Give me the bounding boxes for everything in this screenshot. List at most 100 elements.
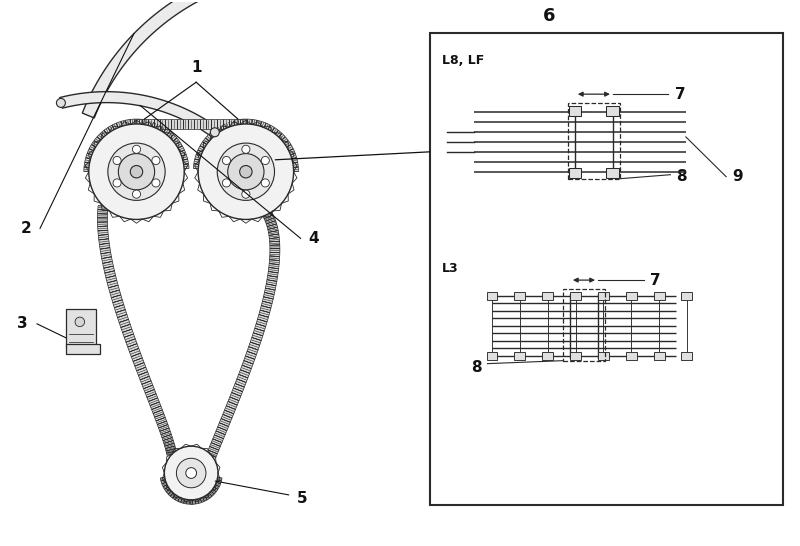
Polygon shape	[119, 319, 130, 328]
Polygon shape	[269, 264, 279, 269]
Polygon shape	[270, 241, 280, 245]
Bar	[682, 292, 692, 300]
Polygon shape	[225, 406, 235, 414]
Polygon shape	[209, 132, 218, 141]
Text: 3: 3	[17, 316, 27, 331]
Circle shape	[113, 179, 121, 187]
Polygon shape	[231, 388, 242, 396]
Polygon shape	[212, 478, 222, 484]
Polygon shape	[210, 483, 219, 489]
Polygon shape	[192, 495, 195, 505]
Polygon shape	[266, 221, 277, 227]
Bar	[569, 106, 582, 116]
Circle shape	[262, 179, 270, 187]
Polygon shape	[254, 328, 264, 336]
Polygon shape	[219, 419, 230, 426]
Text: 7: 7	[650, 272, 660, 288]
Polygon shape	[263, 293, 274, 299]
Polygon shape	[262, 297, 273, 304]
Bar	[542, 292, 553, 300]
Bar	[570, 352, 581, 360]
Polygon shape	[282, 145, 293, 153]
Polygon shape	[284, 149, 295, 157]
Polygon shape	[134, 363, 146, 371]
Polygon shape	[200, 142, 211, 151]
Polygon shape	[214, 431, 225, 438]
Polygon shape	[268, 268, 278, 273]
Polygon shape	[168, 488, 176, 496]
Polygon shape	[156, 418, 166, 425]
Bar	[563, 289, 605, 361]
Polygon shape	[110, 290, 121, 298]
Polygon shape	[147, 394, 158, 401]
Polygon shape	[260, 306, 271, 313]
Polygon shape	[223, 119, 229, 129]
Polygon shape	[234, 120, 240, 130]
Polygon shape	[269, 230, 279, 235]
Polygon shape	[161, 478, 170, 484]
Polygon shape	[142, 120, 149, 130]
Polygon shape	[221, 414, 232, 423]
Text: L3: L3	[442, 262, 458, 275]
Circle shape	[57, 98, 66, 108]
Polygon shape	[131, 353, 142, 361]
Polygon shape	[181, 494, 186, 503]
Bar	[569, 168, 582, 177]
Polygon shape	[222, 410, 234, 418]
Polygon shape	[149, 398, 159, 406]
Polygon shape	[187, 495, 190, 505]
Circle shape	[152, 179, 160, 187]
Circle shape	[130, 165, 142, 178]
Polygon shape	[264, 215, 274, 222]
Polygon shape	[154, 414, 166, 421]
Circle shape	[210, 128, 219, 136]
Polygon shape	[194, 159, 205, 165]
Polygon shape	[158, 425, 169, 431]
Polygon shape	[212, 128, 222, 139]
Polygon shape	[262, 301, 272, 308]
Polygon shape	[166, 446, 176, 451]
Bar	[606, 106, 619, 116]
Polygon shape	[97, 134, 107, 144]
Polygon shape	[196, 150, 207, 158]
Polygon shape	[166, 451, 177, 455]
Polygon shape	[164, 132, 174, 141]
Bar	[598, 292, 609, 300]
Bar	[682, 352, 692, 360]
Polygon shape	[209, 484, 218, 491]
Polygon shape	[211, 119, 217, 129]
Text: 5: 5	[297, 491, 307, 506]
Polygon shape	[249, 342, 260, 350]
Polygon shape	[171, 142, 182, 151]
Polygon shape	[177, 119, 182, 129]
Polygon shape	[138, 372, 150, 380]
Polygon shape	[280, 141, 291, 150]
Polygon shape	[162, 435, 172, 441]
Polygon shape	[237, 375, 248, 383]
Polygon shape	[133, 358, 144, 366]
Polygon shape	[194, 495, 198, 504]
Circle shape	[152, 157, 160, 164]
Polygon shape	[126, 120, 131, 130]
Polygon shape	[101, 252, 111, 259]
Polygon shape	[266, 284, 276, 290]
Polygon shape	[163, 483, 172, 489]
Polygon shape	[288, 163, 298, 168]
Polygon shape	[246, 351, 257, 359]
Polygon shape	[270, 260, 279, 264]
Bar	[626, 292, 637, 300]
Polygon shape	[228, 397, 239, 405]
Polygon shape	[235, 379, 246, 387]
Text: 9: 9	[732, 169, 742, 184]
Polygon shape	[106, 276, 117, 283]
Circle shape	[242, 145, 250, 153]
Polygon shape	[94, 137, 105, 146]
Polygon shape	[202, 138, 214, 147]
Polygon shape	[138, 119, 144, 129]
Polygon shape	[104, 266, 114, 273]
Bar	[542, 352, 553, 360]
Circle shape	[240, 165, 252, 178]
Polygon shape	[258, 314, 268, 322]
Polygon shape	[270, 245, 280, 249]
Polygon shape	[268, 271, 278, 277]
